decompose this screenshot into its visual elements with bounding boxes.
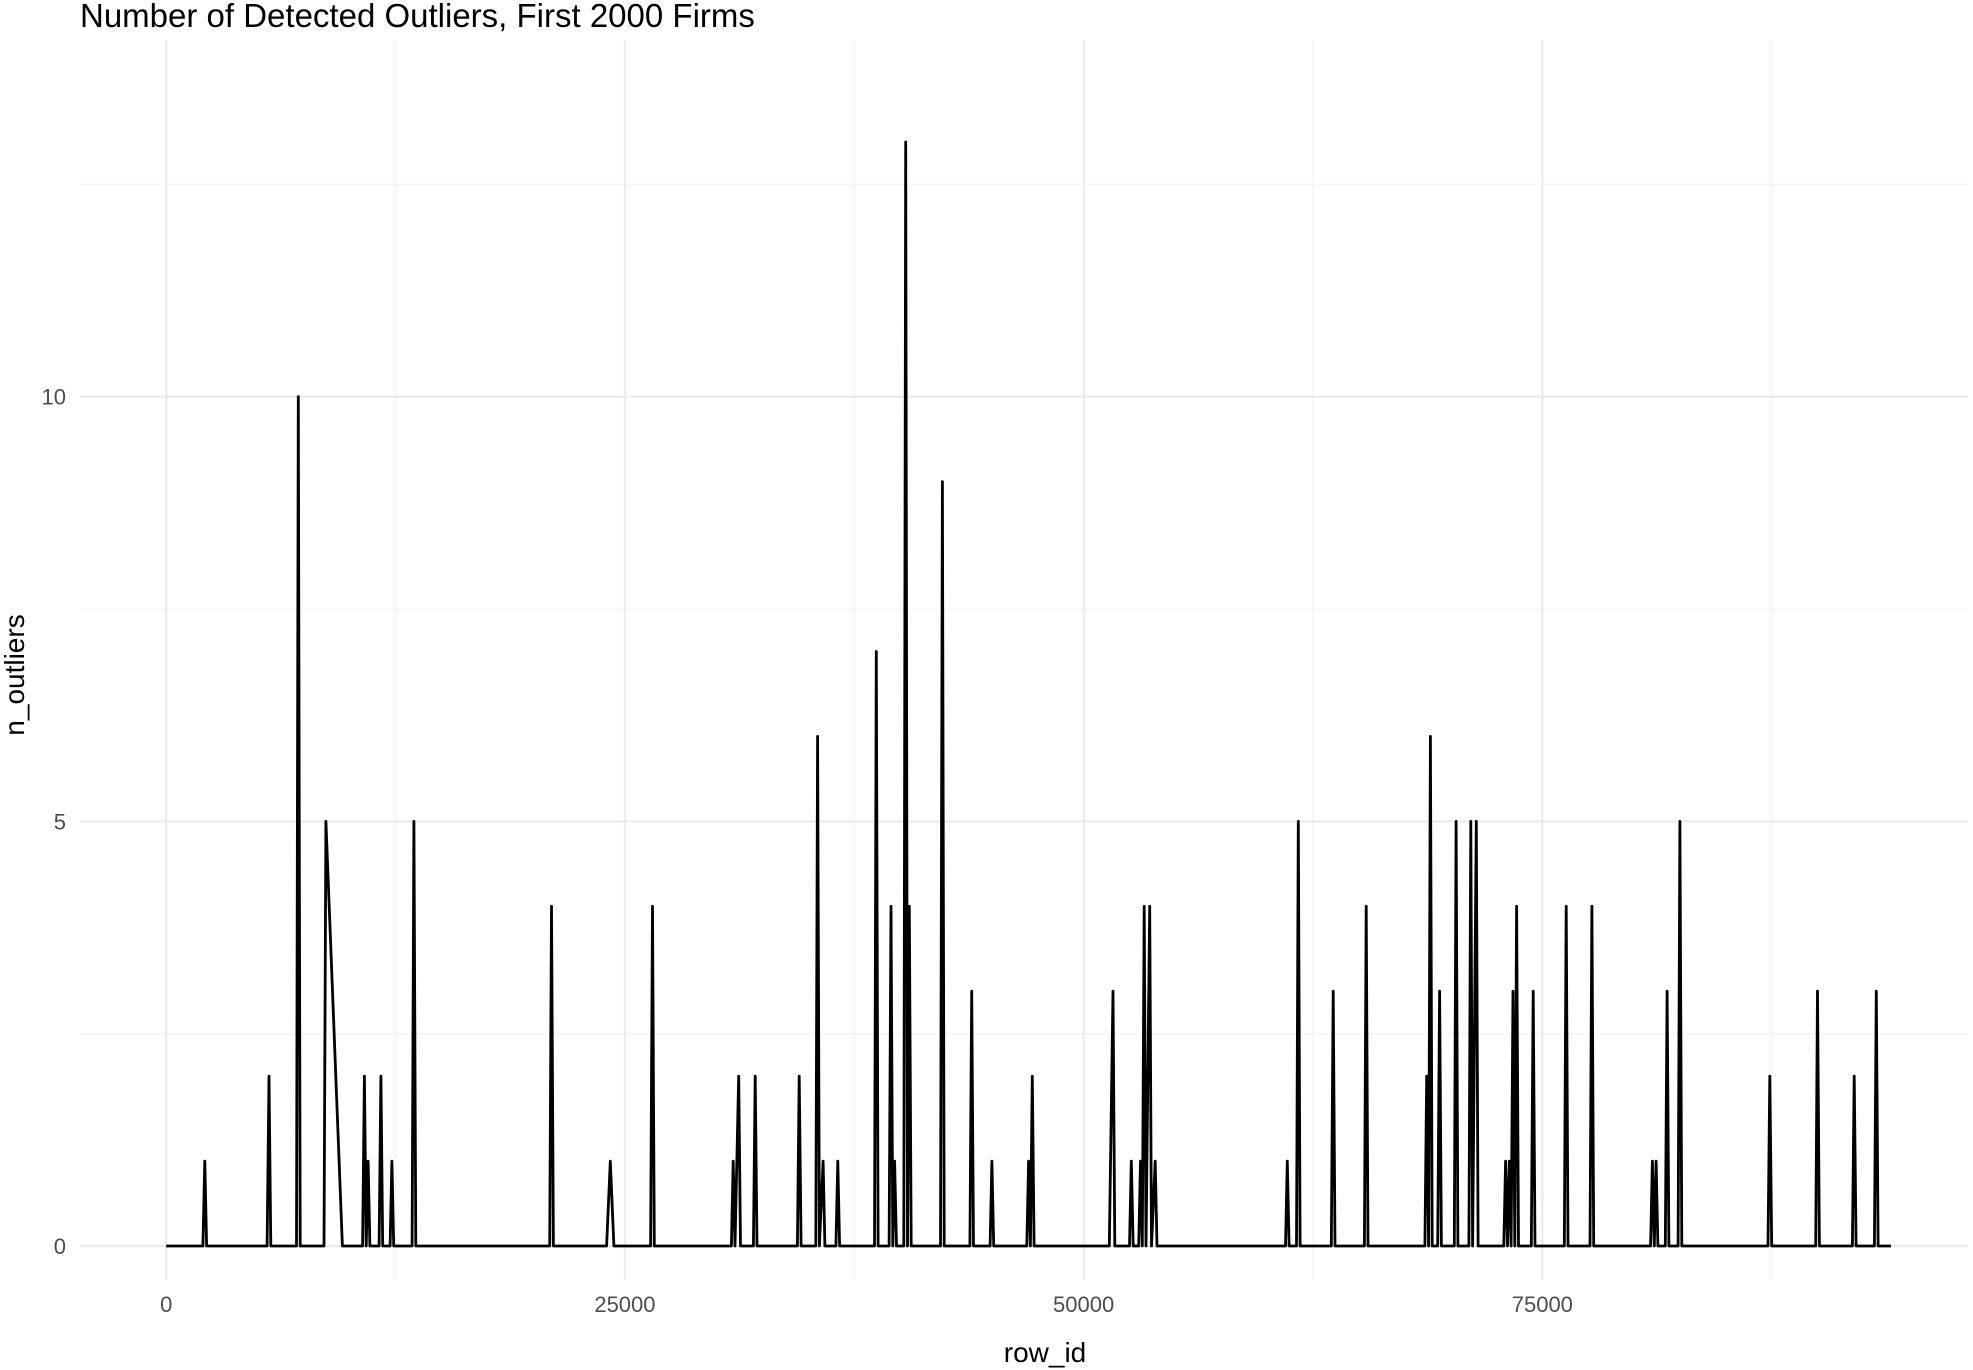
y-tick-label: 0 xyxy=(54,1234,66,1259)
x-tick-label: 75000 xyxy=(1512,1292,1573,1317)
series-line-n-outliers xyxy=(166,140,1891,1248)
y-tick-labels: 0 5 10 xyxy=(42,385,66,1259)
series-layer xyxy=(166,140,1891,1248)
x-axis-title: row_id xyxy=(1004,1337,1086,1368)
chart-title: Number of Detected Outliers, First 2000 … xyxy=(80,0,755,34)
x-tick-label: 25000 xyxy=(594,1292,655,1317)
y-axis-title: n_outliers xyxy=(0,614,30,735)
x-tick-label: 50000 xyxy=(1053,1292,1114,1317)
x-tick-label: 0 xyxy=(160,1292,172,1317)
x-tick-labels: 0 25000 50000 75000 xyxy=(160,1292,1573,1317)
y-tick-label: 10 xyxy=(42,385,66,410)
gridlines xyxy=(80,40,1968,1280)
y-tick-label: 5 xyxy=(54,809,66,834)
